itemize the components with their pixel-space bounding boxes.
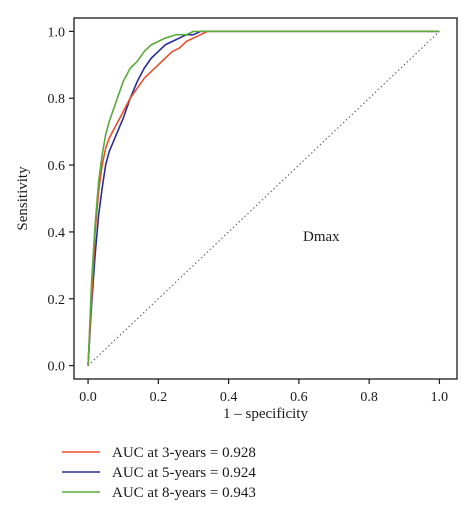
y-axis-title: Sensitivity [15, 166, 31, 231]
dmax-annotation: Dmax [303, 229, 340, 245]
y-tick-label: 0.8 [48, 92, 66, 107]
legend-label: AUC at 8-years = 0.943 [112, 485, 256, 501]
reference-diagonal [87, 31, 440, 366]
roc-series-line [87, 30, 440, 366]
series-layer [87, 30, 440, 366]
y-tick-label: 0.4 [48, 226, 66, 241]
x-tick-label: 0.4 [220, 390, 238, 405]
legend-label: AUC at 3-years = 0.928 [112, 445, 256, 461]
x-tick-label: 0.2 [150, 390, 168, 405]
x-axis-title: 1 – specificity [223, 406, 308, 422]
y-tick-label: 0.0 [48, 360, 66, 375]
x-tick-label: 0.8 [360, 390, 378, 405]
x-tick-label: 1.0 [431, 390, 449, 405]
x-tick-label: 0.0 [79, 390, 97, 405]
roc-series-line [87, 30, 440, 366]
plot-frame [73, 17, 458, 380]
legend-label: AUC at 5-years = 0.924 [112, 465, 256, 481]
y-tick-label: 1.0 [48, 25, 66, 40]
y-tick-label: 0.2 [48, 293, 66, 308]
y-tick-label: 0.6 [48, 159, 66, 174]
roc-series-line [87, 30, 440, 366]
legend: AUC at 3-years = 0.928 AUC at 5-years = 0… [62, 445, 256, 501]
reference-layer [87, 31, 440, 366]
x-tick-label: 0.6 [290, 390, 308, 405]
ticks-layer: 0.0 0.2 0.4 0.6 0.8 1.0 0.0 0.2 0.4 0.6 0.8 1.0 [48, 25, 449, 405]
